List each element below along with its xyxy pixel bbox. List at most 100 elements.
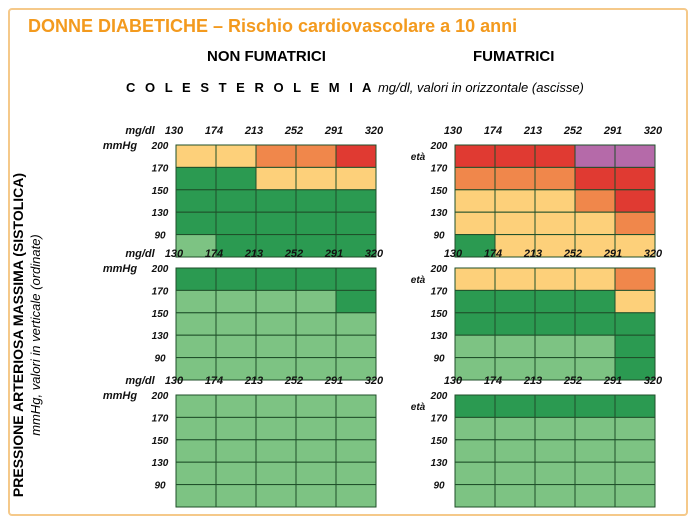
- slide-title: DONNE DIABETICHE – Rischio cardiovascola…: [28, 16, 518, 36]
- heatmap-cell-p2-r2-c5: [614, 166, 656, 191]
- y-tick-label: 200: [430, 141, 448, 152]
- y-unit-label: mmHg: [103, 263, 138, 275]
- y-tick-label: 150: [152, 436, 169, 447]
- x-tick-label: 213: [244, 248, 263, 260]
- slide-frame: [8, 8, 688, 516]
- heatmap-cell-p5-r1-c4: [295, 394, 337, 418]
- x-tick-label: 252: [284, 248, 303, 260]
- x-tick-label: 174: [205, 125, 223, 137]
- heatmap-cell-p2-r1-c2: [494, 144, 536, 168]
- heatmap-cell-p6-r2-c1: [454, 416, 496, 441]
- heatmap-cell-p1-r4-c1: [175, 211, 217, 236]
- y-tick-label: 130: [152, 458, 169, 469]
- x-tick-label: 252: [563, 125, 582, 137]
- heatmap-cell-p5-r2-c5: [335, 416, 377, 441]
- cholesterol-axis-caption: C O L E S T E R O L E M I A mg/dl, valor…: [126, 80, 584, 95]
- heatmap-cell-p3-r1-c1: [175, 267, 217, 291]
- heatmap-cell-p4-r1-c3: [534, 267, 576, 291]
- heatmap-cell-p1-r3-c3: [255, 189, 297, 213]
- x-unit-label: mg/dl: [125, 125, 155, 137]
- age-label: età: [411, 152, 426, 163]
- x-tick-label: 320: [644, 248, 663, 260]
- heatmap-cell-p2-r4-c3: [534, 211, 576, 236]
- heatmap-cell-p2-r3-c4: [574, 189, 616, 213]
- heatmap-cell-p1-r2-c3: [255, 166, 297, 191]
- heatmap-cell-p3-r1-c2: [215, 267, 257, 291]
- heatmap-cell-p6-r4-c1: [454, 461, 496, 486]
- heatmap-cell-p1-r4-c3: [255, 211, 297, 236]
- heatmap-cell-p1-r2-c1: [175, 166, 217, 191]
- heatmap-cell-p1-r3-c5: [335, 189, 377, 213]
- heatmap-cell-p2-r3-c1: [454, 189, 496, 213]
- heatmap-cell-p4-r5-c5: [614, 357, 656, 381]
- cholesterol-caption-unit: mg/dl, valori in orizzontale (ascisse): [377, 80, 584, 95]
- heatmap-cell-p4-r1-c1: [454, 267, 496, 291]
- y-tick-label: 200: [151, 264, 169, 275]
- cholesterol-caption-title: C O L E S T E R O L E M I A: [126, 80, 375, 95]
- heatmap-cell-p2-r1-c4: [574, 144, 616, 168]
- heatmap-cell-p6-r5-c2: [494, 484, 536, 508]
- heatmap-cell-p6-r5-c4: [574, 484, 616, 508]
- heatmap-cell-p1-r4-c2: [215, 211, 257, 236]
- heatmap-cell-p4-r3-c5: [614, 312, 656, 336]
- heatmap-cell-p5-r2-c3: [255, 416, 297, 441]
- heatmap-cell-p6-r5-c5: [614, 484, 656, 508]
- heatmap-cell-p6-r3-c1: [454, 439, 496, 463]
- y-tick-label: 170: [431, 286, 448, 297]
- heatmap-cell-p2-r1-c3: [534, 144, 576, 168]
- y-tick-label: 90: [154, 354, 166, 365]
- heatmap-cell-p4-r2-c2: [494, 289, 536, 314]
- y-tick-label: 130: [431, 458, 448, 469]
- heatmap-cell-p4-r1-c5: [614, 267, 656, 291]
- heatmap-cell-p3-r4-c3: [255, 334, 297, 359]
- x-tick-label: 213: [523, 125, 542, 137]
- heatmap-cell-p4-r4-c2: [494, 334, 536, 359]
- heatmap-cell-p5-r5-c2: [215, 484, 257, 508]
- y-tick-label: 170: [431, 413, 448, 424]
- heatmap-cell-p4-r3-c4: [574, 312, 616, 336]
- heatmap-cell-p1-r1-c1: [175, 144, 217, 168]
- heatmap-cell-p6-r1-c2: [494, 394, 536, 418]
- heatmap-cell-p3-r4-c1: [175, 334, 217, 359]
- x-tick-label: 252: [284, 375, 303, 387]
- heatmap-cell-p1-r1-c2: [215, 144, 257, 168]
- x-tick-label: 174: [484, 125, 502, 137]
- heatmap-cell-p1-r2-c5: [335, 166, 377, 191]
- x-tick-label: 291: [603, 375, 622, 387]
- heatmap-cell-p6-r1-c5: [614, 394, 656, 418]
- x-tick-label: 213: [523, 248, 542, 260]
- heatmap-cell-p3-r1-c4: [295, 267, 337, 291]
- age-label: età: [411, 275, 426, 286]
- y-unit-label: mmHg: [103, 140, 138, 152]
- heatmap-cell-p3-r1-c5: [335, 267, 377, 291]
- y-tick-label: 130: [431, 331, 448, 342]
- y-tick-label: 150: [152, 186, 169, 197]
- heatmap-cell-p5-r4-c4: [295, 461, 337, 486]
- age-label: età: [411, 402, 426, 413]
- heatmap-cell-p1-r1-c3: [255, 144, 297, 168]
- heatmap-cell-p6-r3-c3: [534, 439, 576, 463]
- x-unit-label: mg/dl: [125, 248, 155, 260]
- heatmap-cell-p6-r3-c2: [494, 439, 536, 463]
- heatmap-cell-p3-r2-c2: [215, 289, 257, 314]
- heatmap-cell-p1-r1-c5: [335, 144, 377, 168]
- y-tick-label: 200: [151, 391, 169, 402]
- heatmap-cell-p1-r4-c4: [295, 211, 337, 236]
- heatmap-cell-p5-r1-c1: [175, 394, 217, 418]
- heatmap-cell-p2-r4-c5: [614, 211, 656, 236]
- heatmap-cell-p4-r3-c3: [534, 312, 576, 336]
- x-tick-label: 252: [563, 248, 582, 260]
- heatmap-cell-p5-r2-c1: [175, 416, 217, 441]
- heatmap-cell-p3-r2-c5: [335, 289, 377, 314]
- x-tick-label: 213: [244, 375, 263, 387]
- y-tick-label: 200: [430, 391, 448, 402]
- x-tick-label: 320: [365, 125, 384, 137]
- heatmap-cell-p2-r2-c1: [454, 166, 496, 191]
- y-tick-label: 150: [152, 309, 169, 320]
- x-tick-label: 320: [644, 125, 663, 137]
- heatmap-cell-p2-r3-c3: [534, 189, 576, 213]
- heatmap-cell-p3-r4-c5: [335, 334, 377, 359]
- heatmap-cell-p6-r4-c2: [494, 461, 536, 486]
- heatmap-cell-p5-r4-c5: [335, 461, 377, 486]
